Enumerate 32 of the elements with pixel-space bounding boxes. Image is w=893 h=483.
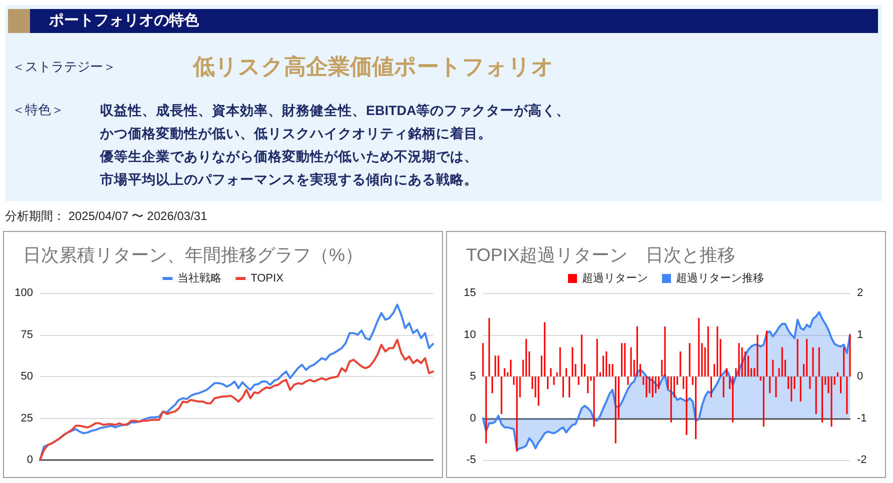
- chart-title: TOPIX超過リターン 日次と推移: [466, 245, 736, 265]
- legend-label: 超過リターン推移: [676, 272, 764, 284]
- legend-label: 当社戦略: [178, 272, 222, 284]
- line-series: [39, 338, 434, 461]
- text: かつ価格変動性が低い、低リスクハイクオリティ銘柄に着目。: [100, 124, 492, 143]
- text: ＜ストラテジー＞: [12, 58, 116, 76]
- y2-tick-label: -2: [857, 454, 867, 466]
- text: ＜特色＞: [12, 101, 64, 119]
- y-tick-label: 5: [470, 370, 476, 382]
- text: 優等生企業でありながら価格変動性が低いため不況期では、: [100, 148, 478, 166]
- y-tick-label: 50: [20, 370, 33, 382]
- y-tick-label: 100: [14, 287, 33, 299]
- text: 収益性、成長性、資本効率、財務健全性、EBITDA等のファクターが高く、: [100, 102, 570, 120]
- text: 低リスク高企業価値ポートフォリオ: [193, 53, 554, 81]
- y-tick-label: -5: [466, 454, 476, 466]
- y-tick-label: 25: [20, 412, 33, 424]
- y2-tick-label: 2: [857, 287, 864, 299]
- text: 市場平均以上のパフォーマンスを実現する傾向にある戦略。: [100, 171, 478, 190]
- y-tick-label: 0: [470, 412, 476, 424]
- y-tick-label: 15: [464, 287, 476, 299]
- legend-label: TOPIX: [250, 272, 284, 284]
- text: 分析期間： 2025/04/07 〜 2026/03/31: [5, 208, 208, 224]
- y2-tick-label: -1: [857, 412, 867, 424]
- line-series: [39, 304, 434, 461]
- y-tick-label: 10: [464, 328, 476, 341]
- y-tick-label: 75: [20, 328, 33, 341]
- y2-tick-label: 0: [857, 370, 864, 382]
- chart-title: 日次累積リターン、年間推移グラフ（%）: [23, 245, 364, 265]
- legend-label: 超過リターン: [582, 272, 648, 284]
- y2-tick-label: 1: [857, 328, 864, 341]
- text: ポートフォリオの特色: [49, 11, 199, 31]
- y-tick-label: 0: [26, 454, 33, 466]
